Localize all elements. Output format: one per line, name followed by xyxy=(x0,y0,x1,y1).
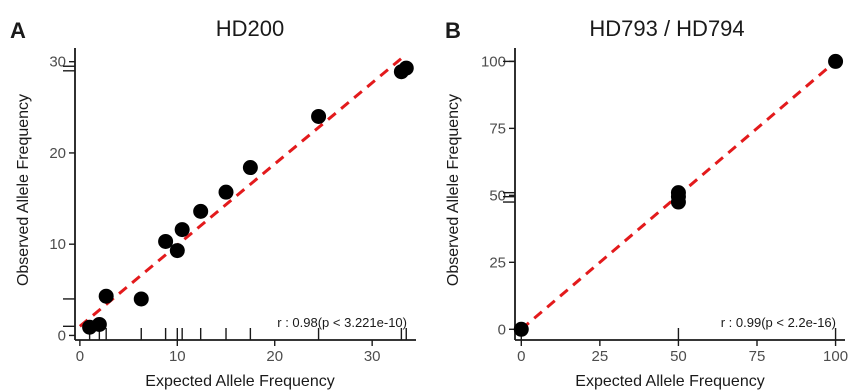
x-tick-label: 0 xyxy=(517,348,525,365)
data-point xyxy=(98,288,114,304)
correlation-annotation: r : 0.99(p < 2.2e-16) xyxy=(721,315,836,330)
panel-title: HD793 / HD794 xyxy=(589,16,744,41)
data-point xyxy=(513,321,529,337)
y-tick-label: 10 xyxy=(49,236,66,253)
y-tick-label: 50 xyxy=(489,187,506,204)
panel-letter: B xyxy=(445,18,461,43)
panel-b: B HD793 / HD794 0 25 50 75 100 0 25 50 75 100 r : 0.… xyxy=(445,16,848,390)
x-tick-label: 10 xyxy=(169,348,186,365)
x-axis-label: Expected Allele Frequency xyxy=(145,373,334,390)
y-tick-label: 0 xyxy=(58,327,66,344)
panel-a: A HD200 0 10 20 30 0 10 20 30 r : 0.98(p < 3.221e-… xyxy=(10,16,416,390)
data-point xyxy=(242,160,258,176)
y-tick-label: 20 xyxy=(49,145,66,162)
data-point xyxy=(169,243,185,259)
x-tick-label: 75 xyxy=(749,348,766,365)
data-point xyxy=(311,108,327,124)
data-point xyxy=(398,60,414,76)
x-tick-label: 100 xyxy=(823,348,848,365)
x-tick-label: 20 xyxy=(266,348,283,365)
correlation-annotation: r : 0.98(p < 3.221e-10) xyxy=(277,315,407,330)
data-point xyxy=(670,185,686,201)
data-point xyxy=(133,291,149,307)
y-axis-label: Observed Allele Frequency xyxy=(15,94,32,286)
x-tick-label: 25 xyxy=(592,348,609,365)
y-tick-label: 0 xyxy=(498,321,506,338)
regression-line xyxy=(78,53,408,328)
y-tick-label: 75 xyxy=(489,120,506,137)
y-tick-label: 100 xyxy=(481,53,506,70)
x-tick-label: 50 xyxy=(670,348,687,365)
data-point xyxy=(218,184,234,200)
y-tick-label: 30 xyxy=(49,54,66,71)
data-point xyxy=(91,316,107,332)
data-point xyxy=(158,233,174,249)
data-point xyxy=(828,53,844,69)
data-point xyxy=(174,222,190,238)
x-tick-label: 0 xyxy=(76,348,84,365)
x-tick-label: 30 xyxy=(364,348,381,365)
panel-letter: A xyxy=(10,18,26,43)
y-axis-label: Observed Allele Frequency xyxy=(445,94,462,286)
panel-title: HD200 xyxy=(216,16,284,41)
data-point xyxy=(193,203,209,219)
y-tick-label: 25 xyxy=(489,254,506,271)
x-axis-label: Expected Allele Frequency xyxy=(575,373,764,390)
